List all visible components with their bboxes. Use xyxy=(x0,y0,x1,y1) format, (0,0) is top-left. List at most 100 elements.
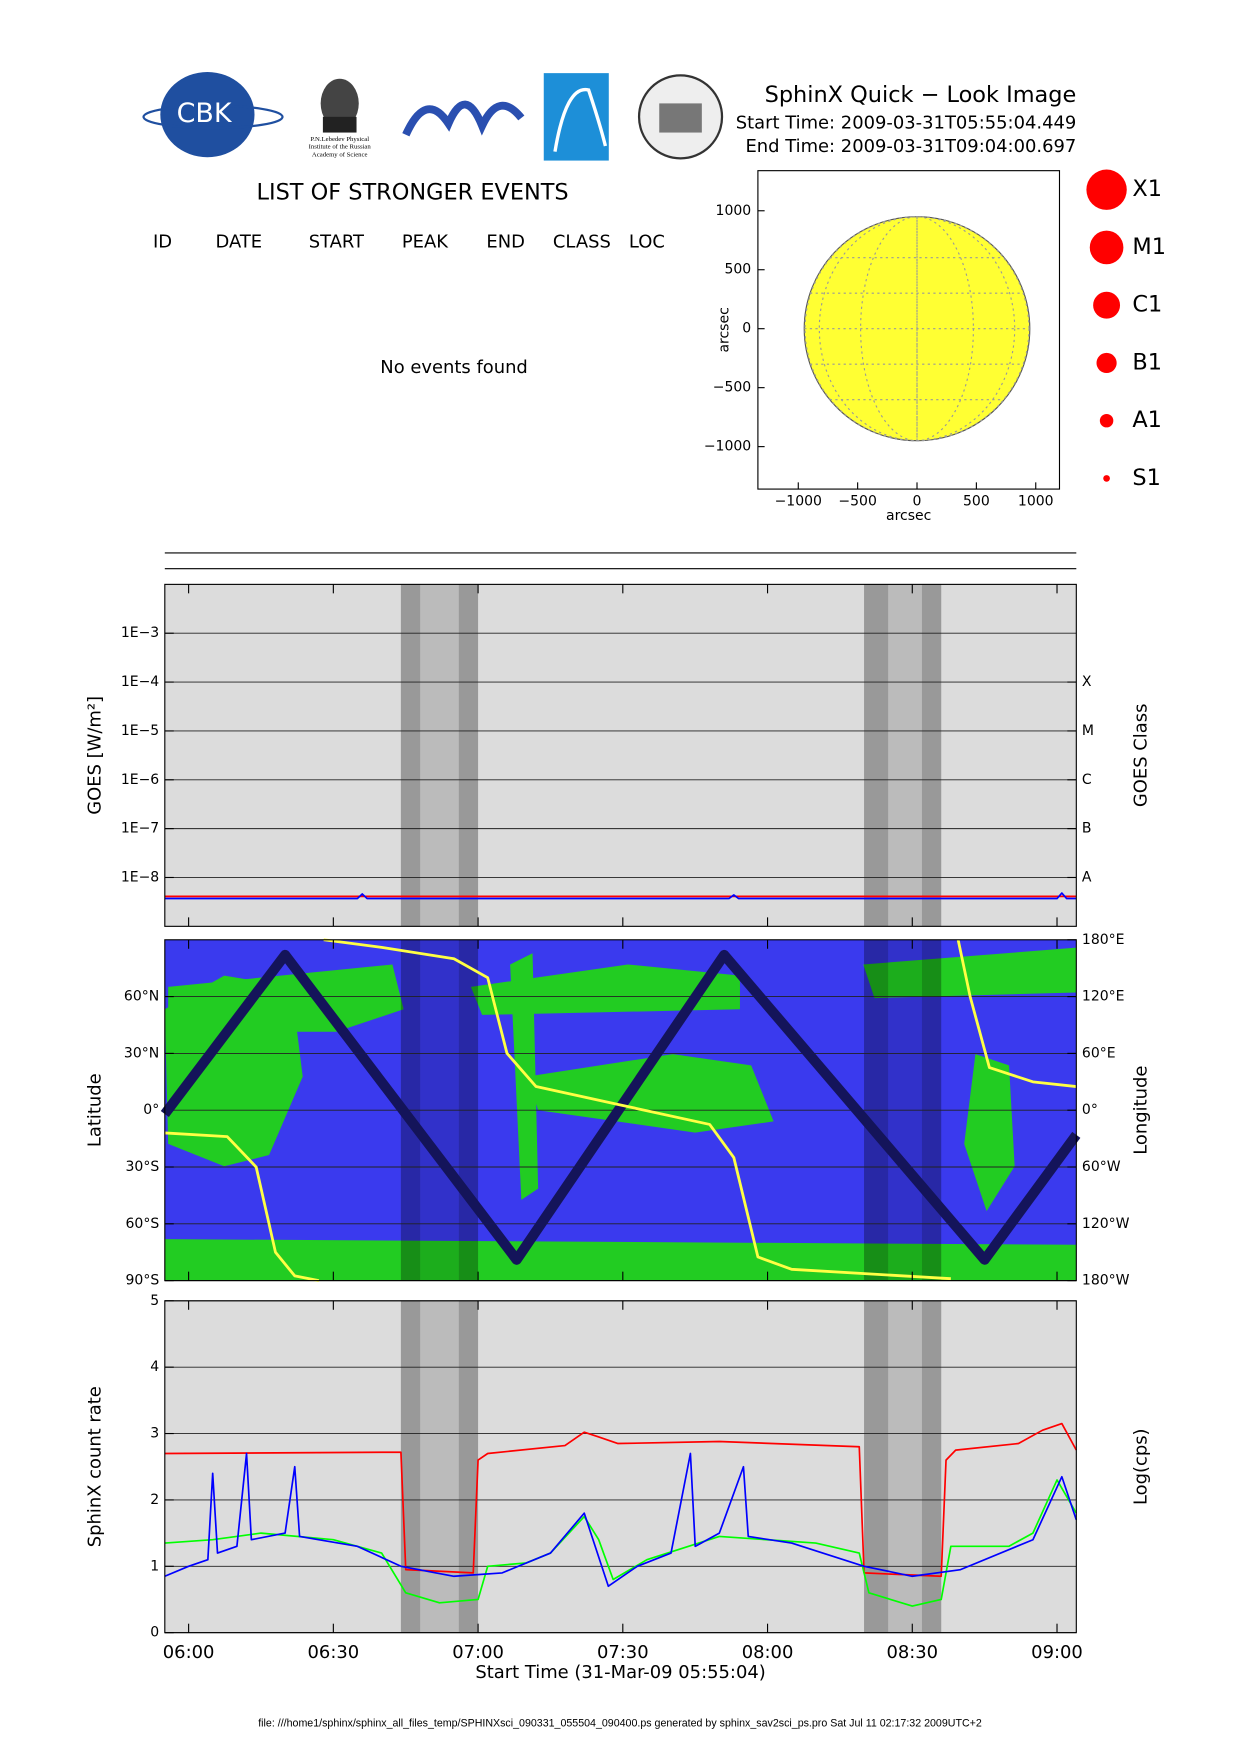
legend-marker xyxy=(1089,230,1124,265)
plot-background xyxy=(164,584,1077,927)
y2-tick-label: X xyxy=(1082,674,1092,690)
legend-label: M1 xyxy=(1132,234,1166,260)
series-line xyxy=(164,938,1077,1282)
blue-logo xyxy=(543,73,609,161)
x-tick-label: 07:00 xyxy=(452,1642,504,1663)
y2-tick-label: C xyxy=(1082,772,1092,788)
x-tick-label: 500 xyxy=(963,493,990,509)
y-tick-label: −500 xyxy=(713,380,751,396)
y-tick-label: 1E−4 xyxy=(121,674,159,690)
x-tick-label: 09:00 xyxy=(1031,1642,1083,1663)
end-time: End Time: 2009-03-31T09:04:00.697 xyxy=(745,136,1076,157)
miphi-logo xyxy=(402,100,525,137)
shaded-interval xyxy=(400,1300,421,1633)
blue-logo-arc xyxy=(553,87,608,152)
x-tick-label: 08:30 xyxy=(886,1642,938,1663)
x-axis-label: arcsec xyxy=(886,508,931,524)
column-header: PEAK xyxy=(402,231,449,252)
shaded-interval xyxy=(864,584,889,927)
land-mask xyxy=(168,964,404,1032)
logos: CBK P.N.Lebedev Physical Institute of th… xyxy=(142,72,724,161)
legend-marker xyxy=(1086,169,1127,210)
legend-label: X1 xyxy=(1132,176,1162,202)
legend-marker xyxy=(1093,291,1121,319)
land-mask xyxy=(863,947,1077,999)
y-axis-label: GOES [W/m²] xyxy=(84,696,105,815)
land-mask xyxy=(526,1054,774,1133)
footer: file: ///home1/sphinx/sphinx_all_files_t… xyxy=(258,1717,982,1729)
land-mask xyxy=(964,1054,1015,1212)
shaded-interval xyxy=(420,1300,459,1633)
y-tick-label: 2 xyxy=(150,1492,159,1508)
plot-frame xyxy=(164,939,1077,1282)
y2-tick-label: 0° xyxy=(1082,1102,1098,1118)
cbk-orbit xyxy=(142,104,284,130)
legend-marker xyxy=(1096,352,1117,374)
legend-marker xyxy=(1099,413,1114,428)
lebedev-text: Institute of the Russian xyxy=(309,144,372,151)
land-mask xyxy=(164,1239,1077,1281)
y-axis-label: arcsec xyxy=(716,307,732,352)
events-title: LIST OF STRONGER EVENTS xyxy=(256,180,568,206)
y-tick-label: 1000 xyxy=(716,203,752,219)
column-header: END xyxy=(486,231,525,252)
column-header: ID xyxy=(153,231,172,252)
y-tick-label: 5 xyxy=(150,1293,159,1309)
series-line xyxy=(164,1422,1078,1578)
y-tick-label: 90°S xyxy=(126,1273,160,1289)
y2-tick-label: 180°W xyxy=(1082,1273,1130,1289)
legend-label: C1 xyxy=(1132,292,1162,318)
y-tick-label: 30°N xyxy=(124,1045,159,1061)
shaded-interval xyxy=(888,584,922,927)
shaded-interval xyxy=(864,1300,889,1633)
column-header: CLASS xyxy=(553,231,611,252)
x-tick-label: 1000 xyxy=(1018,493,1054,509)
legend-label: A1 xyxy=(1132,407,1162,433)
y-tick-label: 1E−6 xyxy=(121,772,159,788)
x-tick-label: −500 xyxy=(838,493,876,509)
legend-label: S1 xyxy=(1132,465,1160,491)
y-tick-label: 1E−3 xyxy=(121,625,159,641)
y-tick-label: 1E−8 xyxy=(121,869,159,885)
meridian xyxy=(804,216,1030,442)
y-axis-label: SphinX count rate xyxy=(84,1386,105,1547)
y-axis-label: Latitude xyxy=(84,1073,105,1147)
series-line xyxy=(164,1452,1078,1588)
y2-tick-label: 120°E xyxy=(1082,989,1125,1005)
title: SphinX Quick − Look Image xyxy=(765,82,1077,108)
shaded-interval xyxy=(921,584,942,927)
y-tick-label: 60°S xyxy=(126,1216,160,1232)
y2-axis-label: Longitude xyxy=(1130,1066,1151,1155)
y2-tick-label: B xyxy=(1082,821,1092,837)
shaded-interval xyxy=(420,584,459,927)
cbk-text: CBK xyxy=(177,98,233,129)
start-time: Start Time: 2009-03-31T05:55:04.449 xyxy=(736,113,1077,134)
seal-building xyxy=(659,103,702,133)
shaded-interval xyxy=(921,1300,942,1633)
legend-marker xyxy=(1103,475,1110,482)
y-tick-label: 3 xyxy=(150,1426,159,1442)
x-tick-label: −1000 xyxy=(775,493,822,509)
y2-tick-label: 120°W xyxy=(1082,1216,1130,1232)
y2-axis-label: GOES Class xyxy=(1130,704,1151,808)
shaded-interval xyxy=(888,1300,922,1633)
land-mask xyxy=(470,964,740,1015)
column-header: DATE xyxy=(215,231,262,252)
no-events: No events found xyxy=(380,357,528,378)
y-tick-label: 1E−5 xyxy=(121,723,159,739)
y2-tick-label: M xyxy=(1082,723,1094,739)
column-header: LOC xyxy=(629,231,665,252)
y-tick-label: 0 xyxy=(150,1625,159,1641)
plot-frame xyxy=(164,1300,1077,1634)
y2-tick-label: 60°E xyxy=(1082,1045,1116,1061)
y-tick-label: −1000 xyxy=(704,439,751,455)
series-line xyxy=(160,949,1081,1265)
y2-axis-label: Log(cps) xyxy=(1130,1428,1151,1505)
y-tick-label: 500 xyxy=(724,262,751,278)
y-tick-label: 1E−7 xyxy=(121,821,159,837)
plot-frame xyxy=(164,583,1077,927)
x-tick-label: 06:30 xyxy=(308,1642,360,1663)
y-tick-label: 0° xyxy=(143,1102,159,1118)
column-header: START xyxy=(309,231,364,252)
